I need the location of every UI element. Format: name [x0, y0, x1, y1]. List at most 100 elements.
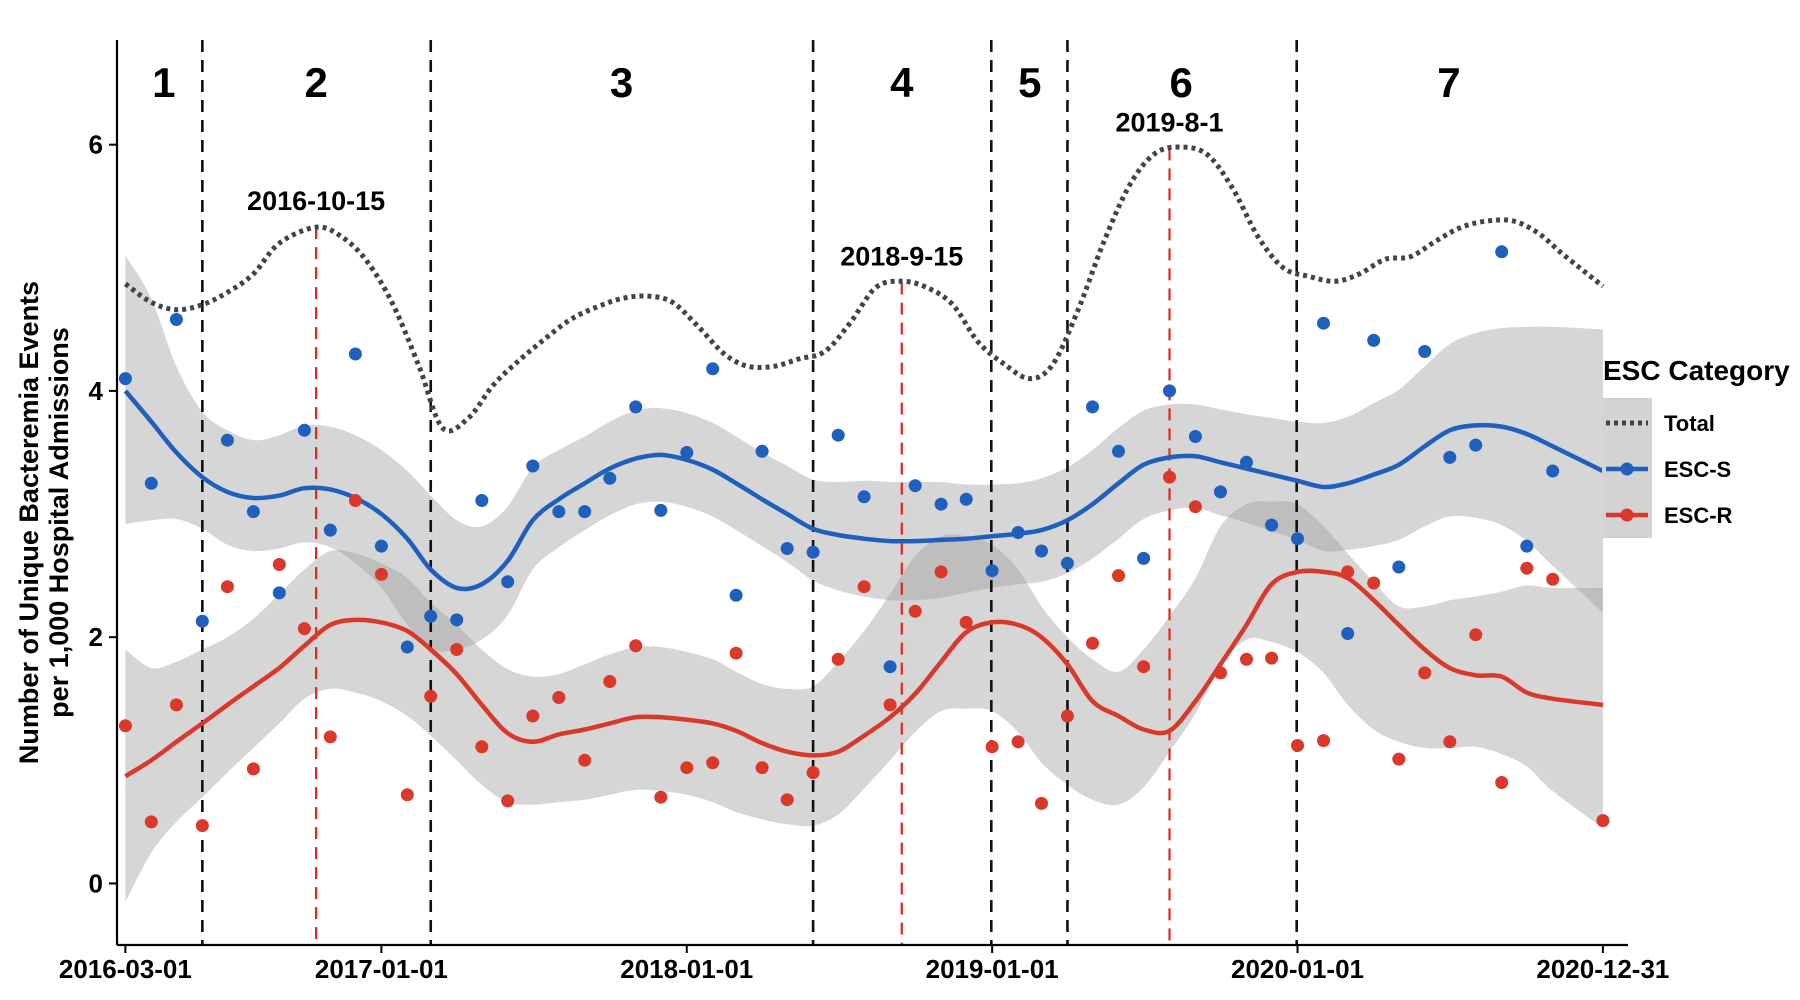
- point-esc-r: [883, 698, 897, 712]
- point-esc-s: [959, 492, 973, 506]
- point-esc-s: [1495, 245, 1509, 259]
- point-esc-r: [806, 766, 820, 780]
- y-tick-label: 2: [89, 622, 103, 652]
- point-esc-r: [729, 646, 743, 660]
- point-esc-r: [118, 719, 132, 733]
- point-esc-s: [578, 505, 592, 519]
- confidence-bands: [125, 255, 1603, 902]
- peak-lines: [315, 148, 1171, 945]
- point-esc-r: [169, 698, 183, 712]
- x-tick-label: 2020-01-01: [1231, 954, 1364, 984]
- point-esc-s: [985, 564, 999, 578]
- period-label: 2: [304, 59, 327, 106]
- point-esc-r: [1291, 739, 1304, 752]
- point-esc-r: [220, 580, 234, 594]
- point-esc-r: [1418, 666, 1432, 680]
- point-esc-s: [706, 362, 720, 376]
- point-esc-s: [118, 372, 132, 386]
- point-esc-r: [272, 558, 286, 571]
- point-esc-s: [475, 494, 489, 507]
- point-esc-r: [1060, 709, 1074, 723]
- point-esc-r: [1367, 576, 1381, 590]
- point-esc-r: [1443, 735, 1457, 749]
- point-esc-r: [578, 753, 592, 767]
- point-esc-s: [526, 459, 540, 473]
- point-esc-r: [195, 819, 209, 833]
- point-esc-r: [450, 643, 464, 656]
- legend-label: Total: [1664, 411, 1715, 436]
- point-esc-s: [1137, 551, 1151, 565]
- point-esc-r: [1035, 796, 1048, 810]
- point-esc-s: [195, 614, 209, 628]
- peak-date-label: 2016-10-15: [247, 186, 385, 216]
- point-esc-s: [169, 313, 183, 326]
- point-esc-s: [603, 471, 617, 485]
- point-esc-s: [400, 640, 414, 654]
- x-tick-label: 2018-01-01: [620, 954, 753, 984]
- point-esc-s: [552, 505, 566, 519]
- point-esc-r: [475, 740, 489, 754]
- point-esc-r: [603, 675, 617, 688]
- point-esc-s: [1086, 400, 1099, 414]
- point-esc-s: [1060, 556, 1074, 570]
- point-esc-s: [501, 575, 515, 589]
- point-esc-s: [1317, 316, 1330, 330]
- point-esc-s: [1214, 485, 1227, 499]
- point-esc-r: [1240, 652, 1253, 666]
- point-esc-s: [1341, 627, 1355, 640]
- point-esc-s: [1291, 532, 1304, 546]
- point-esc-r: [1086, 636, 1099, 650]
- point-esc-s: [806, 545, 820, 559]
- y-axis-title-line: Number of Unique Bacteremia Events: [14, 281, 44, 764]
- period-boundaries: [201, 40, 1298, 945]
- point-esc-r: [1546, 572, 1560, 586]
- point-esc-s: [374, 539, 388, 553]
- point-esc-s: [1546, 464, 1560, 478]
- peak-date-label: 2019-8-1: [1115, 107, 1223, 137]
- point-esc-r: [348, 494, 362, 507]
- point-esc-r: [934, 565, 948, 579]
- point-esc-s: [1163, 384, 1176, 398]
- y-tick-label: 0: [89, 868, 103, 898]
- band-esc-s: [125, 255, 1603, 652]
- point-esc-r: [144, 815, 158, 829]
- point-esc-s: [883, 660, 897, 674]
- period-label: 7: [1437, 59, 1460, 106]
- y-tick-label: 4: [89, 376, 104, 406]
- point-esc-s: [654, 503, 668, 517]
- point-esc-s: [424, 609, 438, 623]
- point-esc-s: [1188, 430, 1202, 443]
- data-points: [118, 245, 1610, 833]
- y-tick-label: 6: [89, 130, 103, 160]
- period-label: 4: [890, 59, 914, 106]
- point-esc-r: [959, 615, 973, 629]
- x-tick-label: 2016-03-01: [59, 954, 192, 984]
- axes: 0 2 4 6 2016-03-01 2017-01-01 2018-01-01 2019-0…: [14, 40, 1669, 984]
- point-esc-s: [450, 613, 464, 627]
- period-label: 3: [610, 59, 633, 106]
- point-esc-s: [629, 400, 643, 414]
- point-esc-r: [629, 639, 643, 653]
- point-esc-r: [1011, 735, 1025, 749]
- point-esc-r: [1137, 660, 1151, 674]
- point-esc-s: [323, 523, 337, 537]
- point-esc-r: [1214, 666, 1227, 680]
- point-esc-s: [348, 347, 362, 361]
- point-esc-s: [1240, 455, 1253, 469]
- point-esc-r: [400, 788, 414, 802]
- x-tick-label: 2019-01-01: [926, 954, 1059, 984]
- point-esc-s: [934, 497, 948, 511]
- y-axis-title: Number of Unique Bacteremia Events per 1,…: [14, 281, 74, 764]
- point-esc-r: [755, 761, 769, 775]
- point-esc-s: [831, 428, 845, 442]
- x-tick-label: 2017-01-01: [315, 954, 448, 984]
- point-esc-s: [220, 433, 234, 447]
- point-esc-s: [1367, 333, 1381, 347]
- point-esc-r: [1163, 470, 1176, 484]
- legend-label: ESC-R: [1664, 503, 1733, 528]
- legend-title: ESC Category: [1603, 355, 1790, 386]
- point-esc-r: [297, 622, 311, 636]
- period-label: 6: [1170, 59, 1193, 106]
